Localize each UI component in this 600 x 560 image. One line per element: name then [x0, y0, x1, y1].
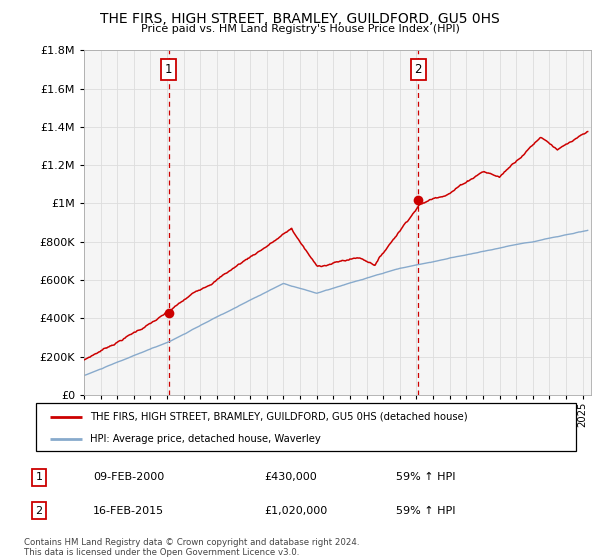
Text: Contains HM Land Registry data © Crown copyright and database right 2024.
This d: Contains HM Land Registry data © Crown c…	[24, 538, 359, 557]
Text: 16-FEB-2015: 16-FEB-2015	[93, 506, 164, 516]
FancyBboxPatch shape	[36, 403, 576, 451]
Text: 59% ↑ HPI: 59% ↑ HPI	[396, 506, 455, 516]
Text: THE FIRS, HIGH STREET, BRAMLEY, GUILDFORD, GU5 0HS: THE FIRS, HIGH STREET, BRAMLEY, GUILDFOR…	[100, 12, 500, 26]
Text: HPI: Average price, detached house, Waverley: HPI: Average price, detached house, Wave…	[90, 434, 321, 444]
Text: 59% ↑ HPI: 59% ↑ HPI	[396, 472, 455, 482]
Text: THE FIRS, HIGH STREET, BRAMLEY, GUILDFORD, GU5 0HS (detached house): THE FIRS, HIGH STREET, BRAMLEY, GUILDFOR…	[90, 412, 467, 422]
Text: £430,000: £430,000	[264, 472, 317, 482]
Text: 1: 1	[165, 63, 173, 76]
Text: 1: 1	[35, 472, 43, 482]
Text: 2: 2	[415, 63, 422, 76]
Text: 09-FEB-2000: 09-FEB-2000	[93, 472, 164, 482]
Text: Price paid vs. HM Land Registry's House Price Index (HPI): Price paid vs. HM Land Registry's House …	[140, 24, 460, 34]
Text: £1,020,000: £1,020,000	[264, 506, 327, 516]
Text: 2: 2	[35, 506, 43, 516]
